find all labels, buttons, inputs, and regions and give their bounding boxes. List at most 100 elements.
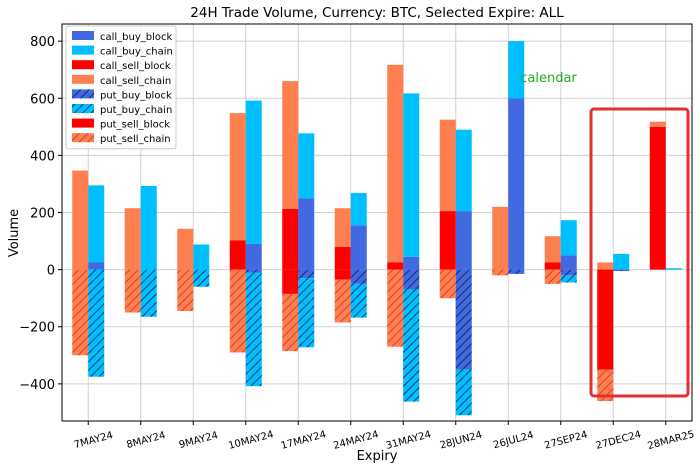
bar-put_sell_chain-9may24 [177, 269, 194, 312]
bar-call_sell_block-28jun24 [439, 211, 456, 270]
bar-call_sell_chain-27dec24 [597, 262, 614, 270]
x-tick-label: 28JUN24 [439, 430, 484, 452]
highlight-box [589, 107, 690, 398]
legend-label-call_buy_chain: call_buy_chain [100, 47, 173, 58]
y-tick-label: −400 [19, 378, 55, 393]
x-tick-label: 17MAY24 [280, 429, 328, 452]
bar-call_buy_chain-8may24 [140, 185, 157, 270]
bar-put_buy_block-27dec24 [613, 269, 630, 272]
legend-label-put_sell_chain: put_sell_chain [100, 134, 171, 145]
y-tick-label: 600 [30, 92, 55, 107]
bar-put_buy_chain-7may24 [88, 269, 105, 377]
bar-put_buy_block-10may24 [245, 269, 262, 273]
bar-put_buy_block-28jun24 [455, 269, 472, 370]
bar-call_sell_chain-28mar25 [649, 121, 666, 127]
bar-call_sell_chain-27sep24 [544, 236, 561, 263]
bar-call_buy_chain-7may24 [88, 185, 105, 263]
bar-call_buy_chain-26jul24 [508, 41, 525, 99]
bar-call_buy_chain-10may24 [245, 100, 262, 244]
y-tick-label: 400 [30, 149, 55, 164]
y-tick-label: 0 [47, 264, 55, 279]
x-tick-label: 10MAY24 [227, 429, 275, 452]
y-tick-label: −200 [19, 321, 55, 336]
bar-call_buy_block-26jul24 [508, 98, 525, 270]
bar-put_buy_block-31may24 [403, 269, 420, 290]
bar-call_buy_block-28jun24 [455, 211, 472, 270]
bar-put_buy_chain-31may24 [403, 289, 420, 402]
annotations: calendar [520, 71, 690, 398]
bar-put_sell_chain-7may24 [72, 269, 89, 356]
legend-swatch-call_sell_chain [72, 74, 94, 84]
legend-label-call_sell_block: call_sell_block [100, 61, 171, 72]
bar-call_buy_chain-17may24 [298, 133, 315, 199]
legend-box [65, 25, 177, 150]
bar-call_buy_chain-28jun24 [455, 129, 472, 212]
bar-put_buy_chain-9may24 [193, 269, 210, 287]
y-tick-label: 800 [30, 35, 55, 50]
bar-put_buy_chain-10may24 [245, 272, 262, 387]
y-tick-label: 200 [30, 207, 55, 222]
x-tick-label: 9MAY24 [178, 430, 219, 451]
bar-put_buy_chain-17may24 [298, 278, 315, 348]
bar-put_sell_chain-8may24 [124, 269, 141, 313]
legend-swatch-call_buy_chain [72, 45, 94, 55]
bar-put_sell_chain-26jul24 [492, 269, 509, 276]
plot-frame [61, 23, 693, 422]
bar-call_buy_chain-31may24 [403, 93, 420, 257]
legend-swatch-call_sell_block [72, 60, 94, 70]
bar-call_sell_chain-26jul24 [492, 206, 509, 270]
legend-swatch-put_sell_block [72, 118, 94, 128]
y-axis-label: Volume [7, 209, 22, 257]
bar-call_sell_block-17may24 [282, 208, 299, 270]
legend-label-put_buy_chain: put_buy_chain [100, 105, 172, 116]
bar-call_buy_chain-27sep24 [560, 220, 577, 256]
bar-call_sell_block-10may24 [229, 240, 246, 270]
x-tick-label: 7MAY24 [73, 430, 114, 451]
legend-swatch-put_buy_chain [72, 104, 94, 113]
bar-put_sell_block-17may24 [282, 269, 299, 294]
bar-call_sell_chain-17may24 [282, 81, 299, 209]
bar-call_sell_chain-7may24 [72, 170, 89, 270]
bar-put_sell_block-24may24 [334, 269, 351, 280]
bar-put_sell_chain-24may24 [334, 279, 351, 323]
bar-call_sell_chain-8may24 [124, 208, 141, 270]
bar-call_sell_block-31may24 [387, 262, 404, 270]
bar-put_buy_block-27sep24 [560, 269, 577, 276]
bar-call_buy_block-17may24 [298, 198, 315, 270]
legend-label-put_buy_block: put_buy_block [100, 90, 172, 101]
legend: call_buy_block call_buy_chain call_sell_bl… [65, 25, 177, 150]
bar-put_buy_chain-8may24 [140, 269, 157, 317]
bar-put_sell_chain-17may24 [282, 293, 299, 352]
bar-put_buy_chain-27sep24 [560, 275, 577, 283]
bar-call_sell_block-24may24 [334, 246, 351, 270]
x-tick-label: 27SEP24 [543, 430, 588, 452]
bar-put_buy_block-26jul24 [508, 269, 525, 274]
x-axis-label: Expiry [357, 449, 398, 464]
bar-put_sell_chain-27sep24 [544, 269, 561, 284]
bar-call_buy_block-27sep24 [560, 255, 577, 270]
bar-call_buy_block-24may24 [350, 225, 367, 270]
bar-call_buy_chain-24may24 [350, 193, 367, 226]
legend-label-call_buy_block: call_buy_block [100, 32, 173, 43]
annotation-calendar: calendar [520, 71, 577, 86]
bar-put_sell_chain-31may24 [387, 269, 404, 347]
bar-put_buy_chain-28jun24 [455, 369, 472, 416]
bar-call_buy_block-7may24 [88, 262, 105, 270]
bar-call_sell_chain-31may24 [387, 64, 404, 263]
bar-call_sell_chain-28jun24 [439, 119, 456, 212]
x-tick-label: 27DEC24 [595, 429, 643, 452]
bar-call_sell_block-28mar25 [649, 126, 666, 270]
bar-call_buy_block-10may24 [245, 243, 262, 270]
bar-call_buy_chain-9may24 [193, 244, 210, 270]
chart-title: 24H Trade Volume, Currency: BTC, Selecte… [190, 5, 564, 21]
bar-put_buy_chain-24may24 [350, 283, 367, 318]
bar-put_sell_chain-28jun24 [439, 269, 456, 299]
legend-swatch-call_buy_block [72, 31, 94, 40]
legend-label-call_sell_chain: call_sell_chain [100, 76, 171, 87]
bar-call_sell_chain-10may24 [229, 113, 246, 241]
x-tick-label: 28MAR25 [647, 429, 696, 452]
bar-call_sell_chain-9may24 [177, 228, 194, 270]
x-tick-label: 26JUL24 [492, 430, 535, 451]
